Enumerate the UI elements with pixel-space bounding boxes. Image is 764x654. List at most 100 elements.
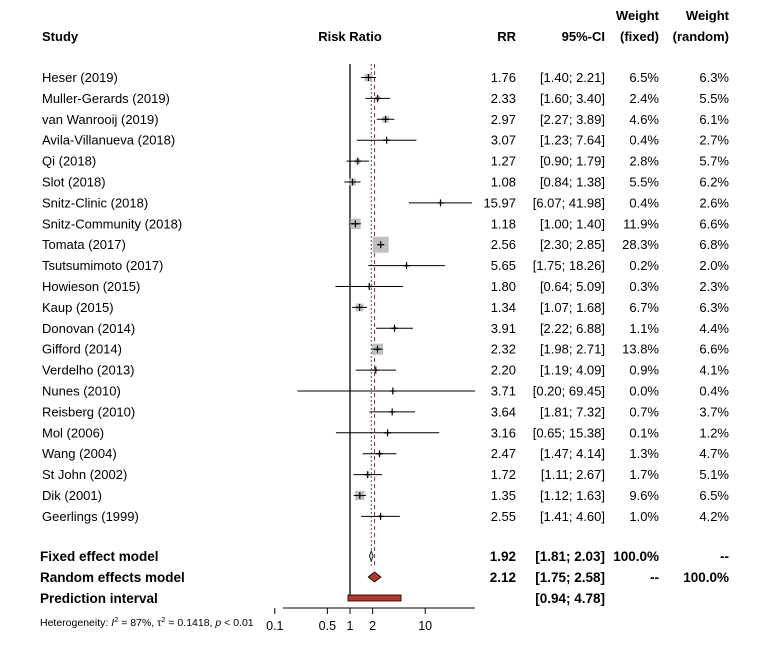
study-name: Verdelho (2013)	[42, 363, 135, 378]
ci-value: [0.65; 15.38]	[533, 425, 605, 440]
rr-value: 3.71	[491, 384, 516, 399]
ci-value: [2.22; 6.88]	[540, 321, 605, 336]
study-name: Mol (2006)	[42, 425, 104, 440]
weight-random-value: 2.6%	[699, 195, 729, 210]
weight-random-value: 2.3%	[699, 279, 729, 294]
weight-fixed-value: 0.4%	[629, 133, 659, 148]
study-name: Qi (2018)	[42, 154, 96, 169]
random-effects-model-weight-fixed: --	[650, 570, 659, 585]
ci-value: [1.23; 7.64]	[540, 133, 605, 148]
study-name: van Wanrooij (2019)	[42, 112, 159, 127]
weight-fixed-value: 11.9%	[623, 216, 659, 231]
weight-random-value: 5.1%	[699, 467, 729, 482]
heterogeneity-part: 2	[161, 615, 165, 624]
x-axis-tick-label: 0.1	[266, 619, 283, 633]
study-row: Tsutsumimoto (2017) 5.65 [1.75; 18.26] 0.2%…	[42, 258, 729, 273]
weight-random-value: 4.4%	[699, 321, 729, 336]
ci-value: [2.27; 3.89]	[540, 112, 605, 127]
study-name: Donovan (2014)	[42, 321, 135, 336]
ci-value: [1.98; 2.71]	[540, 342, 605, 357]
heterogeneity-part: < 0.01	[221, 617, 254, 629]
weight-fixed-value: 0.1%	[629, 425, 659, 440]
weight-random-value: 2.7%	[699, 133, 729, 148]
prediction-interval: Prediction interval [0.94; 4.78]	[40, 591, 605, 606]
weight-fixed-value: 28.3%	[622, 237, 659, 252]
study-row: Nunes (2010) 3.71 [0.20; 69.45] 0.0% 0.4%	[42, 384, 729, 399]
study-name: Wang (2004)	[42, 446, 117, 461]
rr-value: 1.80	[491, 279, 516, 294]
weight-random-value: 6.6%	[699, 342, 729, 357]
ci-value: [1.19; 4.09]	[540, 363, 605, 378]
study-name: Muller-Gerards (2019)	[42, 91, 170, 106]
rr-value: 1.08	[491, 175, 516, 190]
weight-fixed-value: 0.9%	[629, 363, 659, 378]
fixed-effect-model-weight-fixed: 100.0%	[613, 549, 659, 564]
heterogeneity-part: p	[214, 617, 221, 629]
ci-value: [0.64; 5.09]	[540, 279, 605, 294]
random-effects-model-ci: [1.75; 2.58]	[535, 570, 605, 585]
weight-random-value: 6.6%	[699, 216, 729, 231]
rr-value: 3.16	[491, 425, 516, 440]
ci-value: [6.07; 41.98]	[533, 195, 605, 210]
ci-value: [1.40; 2.21]	[540, 70, 605, 85]
weight-fixed-value: 1.0%	[629, 509, 659, 524]
study-name: Gifford (2014)	[42, 342, 122, 357]
weight-random-header-line2: (random)	[673, 29, 729, 44]
random-effects-model: Random effects model 2.12 [1.75; 2.58] -- 10…	[40, 570, 729, 585]
heterogeneity-part: τ	[157, 617, 162, 629]
weight-random-value: 6.2%	[699, 175, 729, 190]
fixed-effect-model-rr: 1.92	[490, 549, 516, 564]
study-name: Avila-Villanueva (2018)	[42, 133, 175, 148]
weight-fixed-value: 0.3%	[629, 279, 659, 294]
study-name: Slot (2018)	[42, 175, 106, 190]
rr-value: 1.76	[491, 70, 516, 85]
weight-fixed-value: 9.6%	[629, 488, 659, 503]
weight-fixed-value: 6.5%	[629, 70, 659, 85]
rr-value: 2.97	[491, 112, 516, 127]
study-name: Tsutsumimoto (2017)	[42, 258, 163, 273]
weight-random-value: 6.3%	[699, 300, 729, 315]
column-headers: Study Risk Ratio RR 95%-CI Weight (fixed…	[42, 8, 730, 44]
study-row: Geerlings (1999) 2.55 [1.41; 4.60] 1.0% 4.2%	[42, 509, 729, 524]
ci-value: [1.07; 1.68]	[540, 300, 605, 315]
study-name: Snitz-Community (2018)	[42, 216, 182, 231]
weight-fixed-value: 0.0%	[629, 384, 659, 399]
weight-fixed-header-line1: Weight	[616, 8, 660, 23]
rr-value: 2.56	[491, 237, 516, 252]
fixed-effect-model-label: Fixed effect model	[40, 549, 159, 564]
weight-fixed-value: 0.4%	[629, 195, 659, 210]
rr-value: 2.20	[491, 363, 516, 378]
random-effects-model-weight-random: 100.0%	[683, 570, 729, 585]
study-name: Reisberg (2010)	[42, 404, 135, 419]
weight-random-header-line1: Weight	[686, 8, 730, 23]
ci-header: 95%-CI	[562, 29, 605, 44]
weight-fixed-value: 2.4%	[629, 91, 659, 106]
study-name: Howieson (2015)	[42, 279, 140, 294]
fixed-effect-model: Fixed effect model 1.92 [1.81; 2.03] 100.0%…	[40, 549, 729, 564]
heterogeneity-part: 2	[114, 615, 118, 624]
study-row: Slot (2018) 1.08 [0.84; 1.38] 5.5% 6.2%	[42, 175, 729, 190]
x-axis-tick-label: 0.5	[319, 619, 336, 633]
heterogeneity-part: = 0.1418,	[165, 617, 215, 629]
weight-fixed-value: 5.5%	[629, 175, 659, 190]
study-rows: Heser (2019) 1.76 [1.40; 2.21] 6.5% 6.3% Mull…	[42, 70, 729, 524]
rr-value: 2.47	[491, 446, 516, 461]
study-row: Donovan (2014) 3.91 [2.22; 6.88] 1.1% 4.4%	[42, 321, 729, 336]
study-name: Nunes (2010)	[42, 384, 121, 399]
rr-value: 2.55	[491, 509, 516, 524]
heterogeneity-part: = 87%,	[118, 617, 157, 629]
x-axis-tick-label: 10	[418, 619, 432, 633]
study-row: Snitz-Clinic (2018) 15.97 [6.07; 41.98] 0.4…	[42, 195, 729, 210]
risk-ratio-header: Risk Ratio	[318, 29, 382, 44]
weight-random-value: 5.7%	[699, 154, 729, 169]
study-row: Qi (2018) 1.27 [0.90; 1.79] 2.8% 5.7%	[42, 154, 729, 169]
study-row: Kaup (2015) 1.34 [1.07; 1.68] 6.7% 6.3%	[42, 300, 729, 315]
study-row: Avila-Villanueva (2018) 3.07 [1.23; 7.64] 0…	[42, 133, 729, 148]
study-row: Howieson (2015) 1.80 [0.64; 5.09] 0.3% 2.3%	[42, 279, 729, 294]
ci-value: [1.47; 4.14]	[540, 446, 605, 461]
ci-value: [1.11; 2.67]	[541, 467, 605, 482]
study-name: Tomata (2017)	[42, 237, 126, 252]
rr-value: 2.33	[491, 91, 516, 106]
weight-random-value: 1.2%	[699, 425, 729, 440]
